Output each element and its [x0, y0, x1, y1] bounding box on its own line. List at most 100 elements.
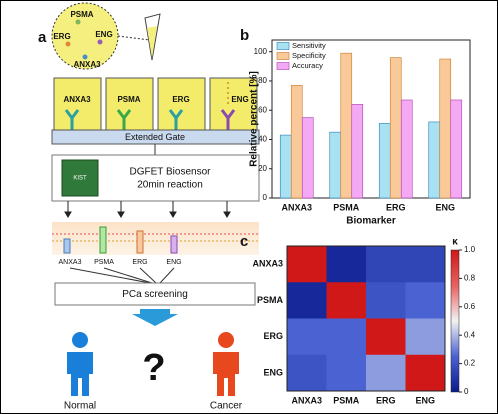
heat-cell: [326, 282, 367, 319]
bar: [279, 134, 292, 199]
marker-label: ERG: [53, 32, 70, 41]
panel-label: c: [240, 233, 248, 250]
plot-frame: [271, 39, 471, 199]
probe-boxes: [53, 77, 258, 132]
y-tick-label: 0: [263, 193, 268, 202]
heat-cell: [405, 354, 446, 392]
bar: [340, 52, 353, 199]
heat-cell: [405, 246, 446, 283]
colorbar: [450, 249, 460, 393]
probe-label: PSMA: [117, 95, 140, 104]
x-axis-label: Biomarker: [346, 216, 396, 227]
marker-label: ANXA3: [73, 60, 101, 69]
marker-dot: [75, 19, 81, 25]
bar: [301, 117, 314, 199]
x-tick-label: ENG: [435, 202, 455, 212]
panel-a: a PSMA ERG ENG ANXA3 ANXA3 PSMA ERG ENG …: [38, 2, 260, 412]
bar: [439, 58, 452, 199]
bar: [389, 57, 402, 199]
heat-cell: [405, 318, 446, 356]
heat-cell: [326, 354, 367, 392]
signal-label: ANXA3: [59, 259, 82, 266]
signal-label: ENG: [166, 259, 181, 266]
cancer-figure: [213, 332, 239, 396]
heat-cell: [287, 354, 327, 392]
screening-label: PCa screening: [122, 289, 188, 300]
question-mark: ?: [142, 347, 165, 389]
heat-cell: [366, 282, 406, 319]
panel-label: a: [38, 29, 47, 46]
down-arrow: [132, 309, 178, 326]
heat-cell: [366, 354, 406, 392]
sensor-label: DGFET Biosensor: [130, 167, 212, 178]
legend-label: Specificity: [292, 51, 326, 60]
marker-dot: [82, 54, 88, 60]
normal-figure: [67, 332, 93, 396]
bar: [450, 99, 463, 199]
zoom-line: [117, 35, 151, 41]
signal-bar: [63, 238, 71, 254]
x-tick-label: ANXA3: [281, 202, 312, 212]
y-tick-label: 20: [258, 164, 267, 173]
marker-label: PSMA: [70, 10, 93, 19]
row-label: ENG: [263, 367, 283, 377]
row-label: ANXA3: [252, 259, 283, 269]
gate-label: Extended Gate: [125, 132, 185, 142]
colorbar-tick-label: 0.8: [464, 274, 476, 283]
colorbar-tick-label: 0.2: [464, 359, 476, 368]
marker-label: ENG: [95, 30, 112, 39]
probe-label: ENG: [231, 95, 248, 104]
bar: [290, 85, 303, 199]
signal-bar: [170, 235, 178, 254]
heat-cell: [405, 282, 446, 319]
col-label: ANXA3: [291, 395, 322, 405]
colorbar-tick-label: 1.0: [464, 245, 476, 254]
legend-swatch: [276, 62, 290, 70]
signal-bar: [136, 230, 144, 254]
signal-label: ERG: [132, 259, 147, 266]
chip-label: KIST: [73, 176, 87, 182]
legend-swatch: [276, 52, 290, 60]
heat-cell: [326, 318, 367, 356]
signal-label: PSMA: [94, 259, 114, 266]
x-tick-label: PSMA: [333, 202, 360, 212]
arrows: [64, 201, 231, 218]
outcome-label: Normal: [64, 401, 96, 412]
y-tick-label: 60: [258, 105, 267, 114]
colorbar-tick-label: 0.6: [464, 302, 476, 311]
tube-fill: [147, 26, 157, 58]
y-tick-label: 40: [258, 135, 267, 144]
sensor-label: 20min reaction: [137, 180, 203, 191]
row-label: PSMA: [257, 295, 284, 305]
heat-cell: [366, 318, 406, 356]
outcome-label: Cancer: [210, 401, 243, 412]
chip: [61, 159, 99, 197]
colorbar-tick-label: 0.4: [464, 330, 476, 339]
legend-label: Accuracy: [292, 61, 323, 70]
row-label: ERG: [263, 331, 283, 341]
heat-cell: [287, 246, 327, 283]
col-label: ERG: [376, 395, 396, 405]
heat-cell: [287, 282, 327, 319]
converge-lines: [69, 267, 175, 284]
y-tick-label: 100: [254, 47, 268, 56]
signal-bar: [99, 226, 107, 254]
probe-label: ERG: [172, 95, 189, 104]
bar: [329, 131, 342, 199]
heat-cell: [366, 246, 406, 283]
y-tick-label: 80: [258, 76, 267, 85]
marker-dot: [97, 39, 103, 45]
bar: [428, 121, 441, 199]
bar: [400, 99, 413, 199]
colorbar-tick-label: 0: [464, 387, 469, 396]
screening-box: [54, 282, 256, 306]
marker-dot: [65, 41, 71, 47]
legend-swatch: [276, 42, 290, 50]
col-label: ENG: [415, 395, 435, 405]
heat-cell: [287, 318, 327, 356]
y-axis-label: Relative percent [%]: [249, 71, 260, 167]
bar: [378, 123, 391, 199]
panel-label: b: [240, 27, 249, 44]
legend-label: Sensitivity: [292, 41, 326, 50]
